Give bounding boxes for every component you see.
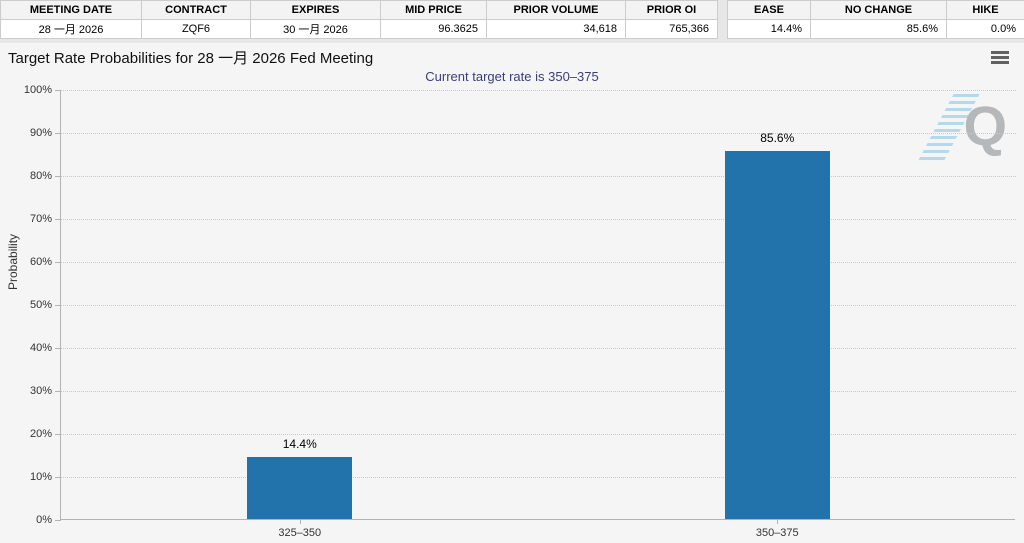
contract-value: ZQF6 [141, 19, 251, 39]
col-header-mid-price: MID PRICE [380, 0, 487, 20]
quote-board: MEETING DATE CONTRACT EXPIRES MID PRICE … [0, 0, 1024, 43]
table-row: 14.4% 85.6% 0.0% [727, 19, 1024, 39]
expires-value: 30 一月 2026 [250, 19, 381, 39]
y-axis-tick [55, 90, 61, 91]
y-axis-tick-label: 30% [29, 385, 52, 397]
y-axis-tick [55, 219, 61, 220]
table-row: 28 一月 2026 ZQF6 30 一月 2026 96.3625 34,61… [0, 19, 718, 39]
y-axis-tick [55, 348, 61, 349]
x-axis-tick [299, 520, 301, 524]
y-axis-tick-label: 60% [29, 256, 52, 268]
rate-action-table: EASE NO CHANGE HIKE 14.4% 85.6% 0.0% [727, 0, 1024, 39]
col-header-meeting-date: MEETING DATE [0, 0, 142, 20]
col-header-contract: CONTRACT [141, 0, 251, 20]
y-axis-tick-label: 40% [29, 342, 52, 354]
bar-value-label: 14.4% [282, 437, 317, 452]
y-axis-tick-label: 100% [23, 84, 52, 96]
col-header-ease: EASE [727, 0, 811, 20]
hike-value: 0.0% [946, 19, 1024, 39]
y-axis-tick-label: 80% [29, 170, 52, 182]
y-gridline [61, 90, 1016, 91]
col-header-prior-oi: PRIOR OI [625, 0, 718, 20]
y-axis-tick-label: 0% [36, 514, 52, 526]
ease-value: 14.4% [727, 19, 811, 39]
y-gridline [61, 262, 1016, 263]
mid-price-value: 96.3625 [380, 19, 487, 39]
bar-value-label: 85.6% [760, 130, 795, 145]
y-axis-tick-label: 20% [29, 428, 52, 440]
y-axis-tick [55, 477, 61, 478]
probability-bar[interactable] [247, 457, 353, 519]
y-gridline [61, 176, 1016, 177]
y-axis-tick [55, 520, 61, 521]
x-category-label: 325–350 [278, 527, 322, 539]
quikstrike-watermark-logo: Q [916, 90, 1009, 168]
no-change-value: 85.6% [810, 19, 947, 39]
y-axis-tick [55, 262, 61, 263]
y-axis-tick-label: 50% [29, 299, 52, 311]
prior-volume-value: 34,618 [486, 19, 626, 39]
hamburger-menu-icon[interactable] [991, 51, 1011, 67]
col-header-hike: HIKE [946, 0, 1024, 20]
y-axis-tick-label: 10% [29, 471, 52, 483]
col-header-prior-volume: PRIOR VOLUME [486, 0, 626, 20]
y-gridline [61, 434, 1016, 435]
chart-title: Target Rate Probabilities for 28 一月 2026… [8, 50, 374, 67]
contract-quote-table: MEETING DATE CONTRACT EXPIRES MID PRICE … [0, 0, 718, 39]
col-header-expires: EXPIRES [250, 0, 381, 20]
watermark-q-letter: Q [963, 94, 1007, 157]
x-category-label: 350–375 [755, 527, 799, 539]
y-axis-tick [55, 133, 61, 134]
meeting-date-value: 28 一月 2026 [0, 19, 142, 39]
y-gridline [61, 391, 1016, 392]
y-axis-tick [55, 391, 61, 392]
y-axis-tick-label: 90% [29, 127, 52, 139]
prior-oi-value: 765,366 [625, 19, 718, 39]
y-axis-tick [55, 176, 61, 177]
y-gridline [61, 305, 1016, 306]
y-axis-tick [55, 434, 61, 435]
col-header-no-change: NO CHANGE [810, 0, 947, 20]
x-axis-tick [777, 520, 779, 524]
y-axis-tick [55, 305, 61, 306]
y-gridline [61, 219, 1016, 220]
y-gridline [61, 133, 1016, 134]
y-gridline [61, 477, 1016, 478]
plot-area: Q 0% 10% 20% 30% 40% 50% 60% 70% 80% 90% 100% 14.4%… [24, 84, 1016, 539]
chart-subtitle: Current target rate is 350–375 [425, 69, 599, 84]
y-axis-tick-label: 70% [29, 213, 52, 225]
watermark-stripes [916, 94, 980, 164]
y-gridline [61, 348, 1016, 349]
probability-bar[interactable] [724, 150, 830, 519]
